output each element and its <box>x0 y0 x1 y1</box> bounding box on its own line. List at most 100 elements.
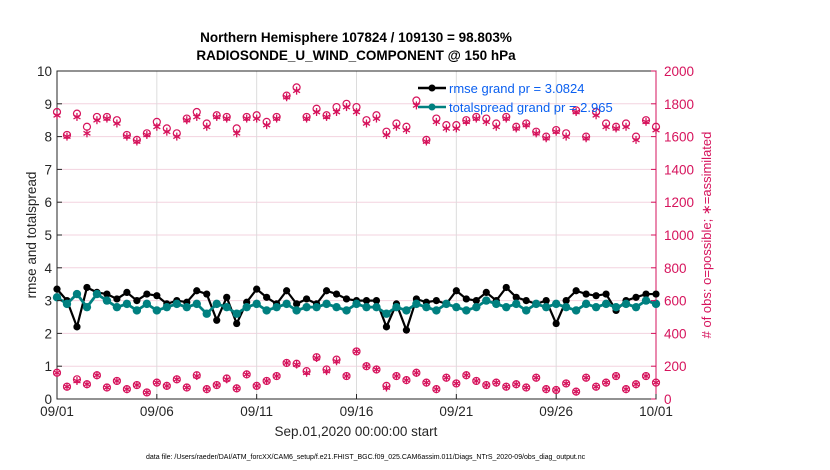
obs-assimilated-point <box>222 114 231 123</box>
obs-assimilated-point <box>572 387 580 396</box>
obs-assimilated-point <box>392 372 401 381</box>
rmse-point <box>103 290 111 298</box>
asterisk-stroke <box>492 380 501 386</box>
asterisk-stroke <box>312 109 321 115</box>
asterisk-stroke <box>472 378 481 384</box>
rmse-point <box>123 288 131 296</box>
y-tick-label: 5 <box>44 228 52 243</box>
obs-assimilated-point <box>212 381 221 390</box>
totalspread-point <box>172 299 181 309</box>
asterisk-stroke <box>452 125 461 131</box>
obs-assimilated-point <box>113 119 121 128</box>
obs-assimilated-point <box>452 124 461 133</box>
rmse-point <box>342 295 351 303</box>
obs-assimilated-point <box>73 376 81 385</box>
obs-assimilated-point <box>332 357 341 366</box>
y2-tick-label: 400 <box>664 326 687 341</box>
obs-assimilated-point <box>83 380 91 389</box>
totalspread-point <box>551 299 561 309</box>
asterisk-stroke <box>83 130 91 136</box>
obs-assimilated-point <box>182 383 191 392</box>
obs-assimilated-point <box>422 378 431 387</box>
obs-assimilated-point <box>562 379 570 388</box>
asterisk-stroke <box>322 368 331 374</box>
totalspread-point <box>492 299 501 309</box>
asterisk-stroke <box>302 370 311 376</box>
asterisk-stroke <box>302 115 311 122</box>
asterisk-stroke <box>332 358 341 364</box>
obs-assimilated-point <box>362 362 371 371</box>
asterisk-stroke <box>163 383 171 389</box>
totalspread-point <box>342 306 351 315</box>
obs-assimilated-point <box>143 130 151 139</box>
obs-assimilated-point <box>93 371 101 380</box>
totalspread-point <box>462 306 471 315</box>
rmse-point <box>143 290 151 298</box>
asterisk-stroke <box>252 383 261 389</box>
obs-assimilated-point <box>432 117 441 126</box>
asterisk-stroke <box>252 115 261 122</box>
asterisk-stroke <box>212 382 221 388</box>
asterisk-stroke <box>212 114 221 120</box>
obs-assimilated-point <box>53 111 61 120</box>
obs-assimilated-point <box>532 373 540 382</box>
asterisk-stroke <box>402 377 411 383</box>
rmse-point <box>562 297 570 305</box>
x-ticks: 09/01 09/06 09/11 09/16 09/21 09/26 10/01 <box>40 394 673 419</box>
totalspread-point <box>282 299 291 309</box>
obs-assimilated-point <box>612 124 620 133</box>
x-tick-label: 09/16 <box>340 404 374 419</box>
totalspread-point <box>581 299 591 309</box>
rmse-point <box>632 293 640 301</box>
obs-assimilated-point <box>502 114 511 123</box>
asterisk-stroke <box>522 122 531 128</box>
obs-assimilated-point <box>242 114 251 123</box>
obs-assimilated-point <box>482 381 491 390</box>
asterisk-stroke <box>352 109 361 115</box>
asterisk-stroke <box>482 382 491 388</box>
obs-assimilated-point <box>282 358 291 367</box>
obs-assimilated-point <box>332 108 341 116</box>
y2-tick-label: 1600 <box>664 130 694 145</box>
obs-assimilated-point <box>372 365 381 374</box>
asterisk-stroke <box>53 370 61 376</box>
obs-assimilated-point <box>63 132 71 141</box>
obs-assimilated-point <box>302 114 311 123</box>
totalspread-point <box>382 309 391 318</box>
obs-assimilated-point <box>352 108 361 116</box>
obs-assimilated-point <box>502 382 511 391</box>
obs-assimilated-point <box>652 378 660 387</box>
asterisk-stroke <box>632 381 640 387</box>
asterisk-stroke <box>292 361 301 368</box>
y2-tick-label: 2000 <box>664 64 694 79</box>
y-axis-label: rmse and totalspread <box>24 172 39 299</box>
asterisk-stroke <box>462 372 471 378</box>
asterisk-stroke <box>362 363 371 369</box>
grid <box>57 71 656 399</box>
obs-assimilated-point <box>362 119 371 128</box>
rmse-point <box>293 300 301 308</box>
asterisk-stroke <box>182 117 191 123</box>
chart-title-line2: RADIOSONDE_U_WIND_COMPONENT @ 150 hPa <box>196 48 516 63</box>
rmse-point <box>502 283 510 292</box>
asterisk-stroke <box>392 124 401 130</box>
asterisk-stroke <box>133 382 141 388</box>
rmse-point <box>572 287 580 295</box>
obs-assimilated-point <box>123 132 131 141</box>
totalspread-point <box>122 299 132 309</box>
obs-assimilated-point <box>322 112 331 121</box>
asterisk-stroke <box>192 373 201 379</box>
totalspread-point <box>242 302 251 312</box>
asterisk-stroke <box>352 348 361 355</box>
rmse-point <box>113 295 121 303</box>
obs-assimilated-point <box>202 385 211 394</box>
asterisk-stroke <box>242 371 251 377</box>
totalspread-point <box>522 306 531 315</box>
rmse-point <box>522 297 530 305</box>
asterisk-stroke <box>582 375 590 381</box>
obs-assimilated-point <box>472 376 481 385</box>
obs-assimilated-point <box>53 368 61 377</box>
obs-assimilated-point <box>382 383 391 392</box>
totalspread-point <box>82 302 92 312</box>
asterisk-stroke <box>143 389 151 396</box>
